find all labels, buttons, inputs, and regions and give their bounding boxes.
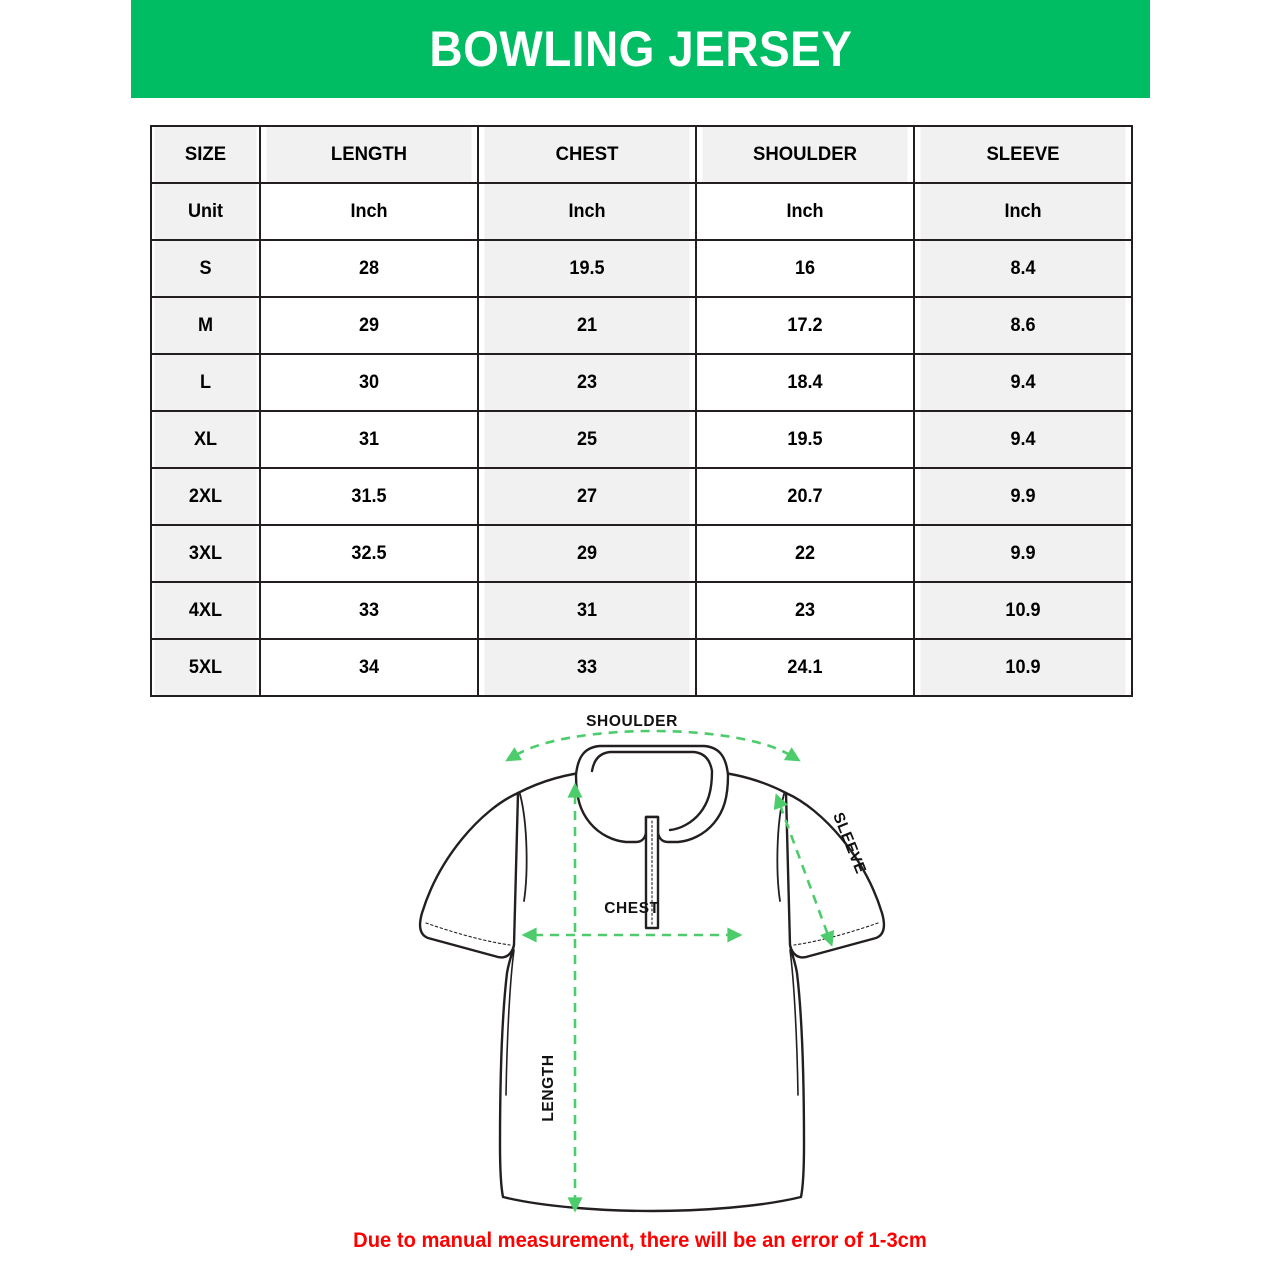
cell-length: 32.5 bbox=[264, 524, 474, 583]
cell-length: 30 bbox=[264, 353, 474, 412]
header-banner: BOWLING JERSEY bbox=[131, 0, 1150, 98]
unit-length: Inch bbox=[264, 182, 474, 241]
left-side-seam bbox=[505, 949, 515, 1096]
cell-sleeve: 9.4 bbox=[918, 410, 1128, 469]
column-header-size: SIZE bbox=[152, 125, 259, 184]
cell-shoulder: 24.1 bbox=[700, 638, 910, 697]
cell-length: 31 bbox=[264, 410, 474, 469]
cell-sleeve: 9.9 bbox=[918, 524, 1128, 583]
cell-length: 34 bbox=[264, 638, 474, 697]
measurement-diagram: SHOULDER CHEST SLEEVE LENGTH bbox=[0, 705, 1280, 1225]
cell-sleeve: 8.6 bbox=[918, 296, 1128, 355]
left-sleeve bbox=[418, 791, 526, 959]
table-header-row: SIZE LENGTH CHEST SHOULDER SLEEVE bbox=[151, 125, 1132, 184]
cell-shoulder: 16 bbox=[700, 239, 910, 298]
cell-length: 29 bbox=[264, 296, 474, 355]
cell-sleeve: 9.9 bbox=[918, 467, 1128, 526]
table-row: M 29 21 17.2 8.6 bbox=[151, 296, 1132, 355]
cell-chest: 23 bbox=[482, 353, 692, 412]
shoulder-label: SHOULDER bbox=[586, 713, 678, 730]
size-chart-table: SIZE LENGTH CHEST SHOULDER SLEEVE Unit I… bbox=[150, 125, 1133, 697]
length-label: LENGTH bbox=[540, 1054, 557, 1121]
cell-size: 2XL bbox=[152, 467, 259, 526]
cell-sleeve: 8.4 bbox=[918, 239, 1128, 298]
page-title: BOWLING JERSEY bbox=[428, 21, 853, 77]
cell-chest: 21 bbox=[482, 296, 692, 355]
cell-size: L bbox=[152, 353, 259, 412]
cell-chest: 29 bbox=[482, 524, 692, 583]
cell-chest: 33 bbox=[482, 638, 692, 697]
cell-sleeve: 10.9 bbox=[918, 638, 1128, 697]
jersey-outline bbox=[418, 744, 886, 1213]
sleeve-arrow bbox=[773, 793, 835, 947]
cell-size: M bbox=[152, 296, 259, 355]
left-shoulder-seam bbox=[519, 793, 528, 902]
table-row: XL 31 25 19.5 9.4 bbox=[151, 410, 1132, 469]
cell-shoulder: 20.7 bbox=[700, 467, 910, 526]
cell-sleeve: 9.4 bbox=[918, 353, 1128, 412]
cell-size: 3XL bbox=[152, 524, 259, 583]
column-header-sleeve: SLEEVE bbox=[918, 125, 1128, 184]
cell-length: 33 bbox=[264, 581, 474, 640]
cell-shoulder: 22 bbox=[700, 524, 910, 583]
cell-size: 5XL bbox=[152, 638, 259, 697]
cell-length: 31.5 bbox=[264, 467, 474, 526]
cell-sleeve: 10.9 bbox=[918, 581, 1128, 640]
table-unit-row: Unit Inch Inch Inch Inch bbox=[151, 182, 1132, 241]
measurement-disclaimer: Due to manual measurement, there will be… bbox=[353, 1229, 927, 1252]
cell-shoulder: 18.4 bbox=[700, 353, 910, 412]
size-chart-table-wrapper: SIZE LENGTH CHEST SHOULDER SLEEVE Unit I… bbox=[150, 125, 1131, 697]
table-row: 4XL 33 31 23 10.9 bbox=[151, 581, 1132, 640]
cell-length: 28 bbox=[264, 239, 474, 298]
table-row: 5XL 34 33 24.1 10.9 bbox=[151, 638, 1132, 697]
cell-chest: 19.5 bbox=[482, 239, 692, 298]
cell-size: S bbox=[152, 239, 259, 298]
cell-size: 4XL bbox=[152, 581, 259, 640]
chest-label: CHEST bbox=[604, 900, 660, 917]
unit-shoulder: Inch bbox=[700, 182, 910, 241]
cell-shoulder: 19.5 bbox=[700, 410, 910, 469]
cell-shoulder: 17.2 bbox=[700, 296, 910, 355]
right-side-seam bbox=[789, 949, 799, 1096]
column-header-chest: CHEST bbox=[482, 125, 692, 184]
table-row: 3XL 32.5 29 22 9.9 bbox=[151, 524, 1132, 583]
cell-shoulder: 23 bbox=[700, 581, 910, 640]
measurement-arrows bbox=[505, 729, 835, 1213]
cell-chest: 27 bbox=[482, 467, 692, 526]
table-row: S 28 19.5 16 8.4 bbox=[151, 239, 1132, 298]
unit-label: Unit bbox=[152, 182, 259, 241]
column-header-length: LENGTH bbox=[264, 125, 474, 184]
cell-chest: 31 bbox=[482, 581, 692, 640]
column-header-shoulder: SHOULDER bbox=[700, 125, 910, 184]
unit-chest: Inch bbox=[482, 182, 692, 241]
cell-size: XL bbox=[152, 410, 259, 469]
unit-sleeve: Inch bbox=[918, 182, 1128, 241]
table-row: 2XL 31.5 27 20.7 9.9 bbox=[151, 467, 1132, 526]
cell-chest: 25 bbox=[482, 410, 692, 469]
table-row: L 30 23 18.4 9.4 bbox=[151, 353, 1132, 412]
